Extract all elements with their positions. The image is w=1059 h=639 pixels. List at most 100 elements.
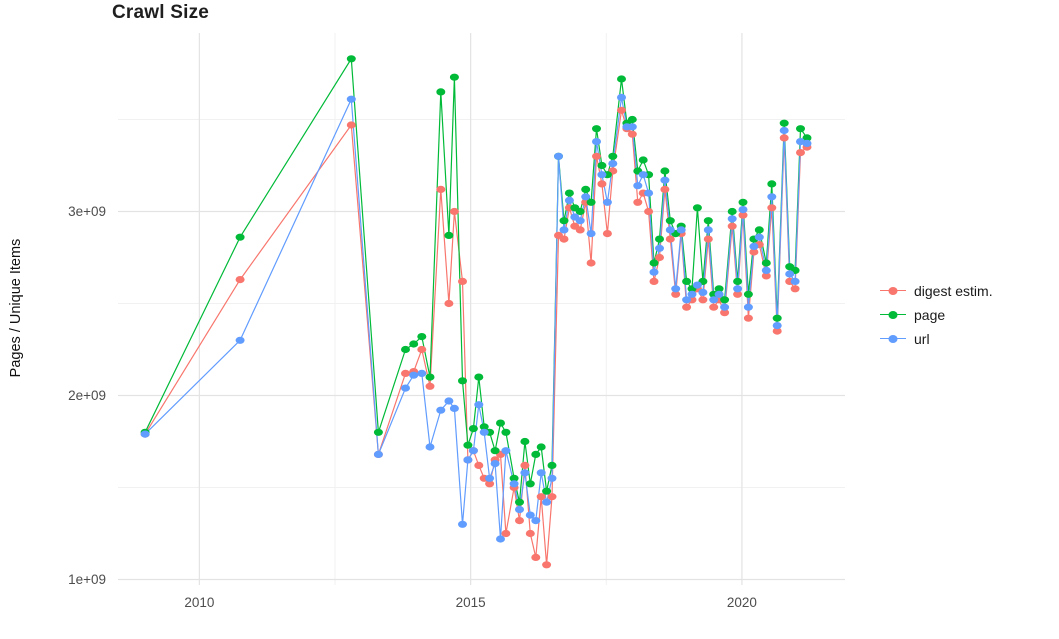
data-point	[649, 259, 659, 267]
data-point	[479, 423, 489, 431]
data-point	[692, 204, 702, 212]
data-point	[592, 125, 601, 133]
data-point	[520, 461, 530, 469]
data-point	[501, 428, 511, 436]
data-point	[235, 336, 245, 344]
data-point	[754, 226, 764, 234]
data-point	[542, 498, 552, 506]
data-point	[761, 266, 771, 274]
data-point	[542, 487, 552, 495]
data-point	[496, 419, 505, 427]
data-point	[417, 369, 427, 377]
data-point	[468, 425, 478, 433]
data-point	[772, 322, 782, 330]
legend-label-digest-estim: digest estim.	[914, 283, 993, 299]
data-point	[692, 281, 702, 289]
data-point	[444, 299, 454, 308]
data-point	[703, 217, 713, 225]
x-tick-label: 2015	[456, 595, 486, 610]
y-tick-label: 3e+09	[68, 204, 106, 219]
data-point	[515, 517, 524, 525]
data-point	[592, 152, 601, 160]
data-point	[655, 244, 664, 252]
data-point	[536, 469, 546, 477]
data-point	[564, 189, 574, 197]
data-point	[409, 371, 419, 379]
data-point	[779, 126, 789, 135]
data-point	[682, 296, 692, 304]
data-point	[633, 198, 643, 206]
data-point	[474, 373, 484, 381]
data-point	[346, 95, 356, 103]
legend-item-digest-estim: digest estim.	[880, 279, 993, 303]
data-point	[575, 207, 585, 216]
data-point	[749, 242, 759, 250]
data-point	[779, 134, 789, 142]
data-point	[743, 314, 753, 322]
data-point	[608, 160, 618, 168]
legend-label-page: page	[914, 307, 946, 323]
x-tick-label: 2020	[727, 595, 757, 610]
data-point	[660, 167, 670, 175]
data-point	[485, 474, 495, 482]
legend-item-url: url	[880, 327, 993, 351]
data-point	[597, 161, 607, 170]
data-point	[444, 231, 454, 239]
data-point	[235, 276, 245, 284]
data-point	[743, 303, 753, 311]
data-point	[617, 106, 626, 114]
data-point	[733, 290, 743, 298]
data-point	[709, 303, 719, 311]
data-point	[458, 520, 467, 528]
data-point	[767, 193, 777, 201]
data-point	[802, 139, 812, 147]
data-point	[515, 506, 524, 514]
data-point	[536, 493, 546, 501]
data-point	[586, 259, 596, 267]
data-point	[682, 303, 692, 311]
data-point	[401, 384, 410, 392]
data-point	[703, 235, 713, 243]
data-point	[627, 130, 637, 138]
data-point	[785, 270, 795, 278]
data-point	[436, 185, 446, 193]
legend-key-dot-page	[880, 307, 906, 323]
data-point	[802, 134, 812, 142]
data-point	[720, 303, 730, 311]
data-point	[547, 474, 557, 482]
series-line-url	[144, 96, 808, 540]
data-point	[542, 561, 552, 569]
data-point	[665, 226, 675, 234]
y-tick-label: 1e+09	[68, 572, 106, 587]
data-point	[449, 73, 459, 81]
data-point	[709, 296, 719, 304]
data-point	[554, 152, 563, 160]
data-point	[559, 226, 569, 234]
data-point	[687, 290, 697, 298]
data-point	[496, 535, 505, 543]
data-point	[703, 226, 713, 234]
data-point	[665, 235, 675, 243]
data-point	[796, 125, 805, 133]
data-point	[754, 233, 764, 241]
data-point	[627, 123, 637, 131]
data-point	[638, 156, 648, 164]
data-point	[373, 428, 383, 436]
data-point	[738, 198, 748, 206]
data-point	[425, 443, 435, 451]
data-point	[733, 277, 743, 285]
data-point	[436, 406, 446, 414]
data-point	[779, 119, 789, 127]
data-point	[796, 149, 805, 157]
data-point	[525, 529, 535, 538]
data-point	[660, 176, 670, 184]
data-point	[444, 397, 454, 405]
data-point	[743, 290, 753, 298]
legend: digest estim. page url	[880, 279, 993, 351]
data-point	[738, 211, 748, 219]
data-point	[581, 193, 591, 201]
data-point	[676, 226, 686, 234]
data-point	[485, 480, 495, 488]
data-point	[463, 456, 473, 464]
